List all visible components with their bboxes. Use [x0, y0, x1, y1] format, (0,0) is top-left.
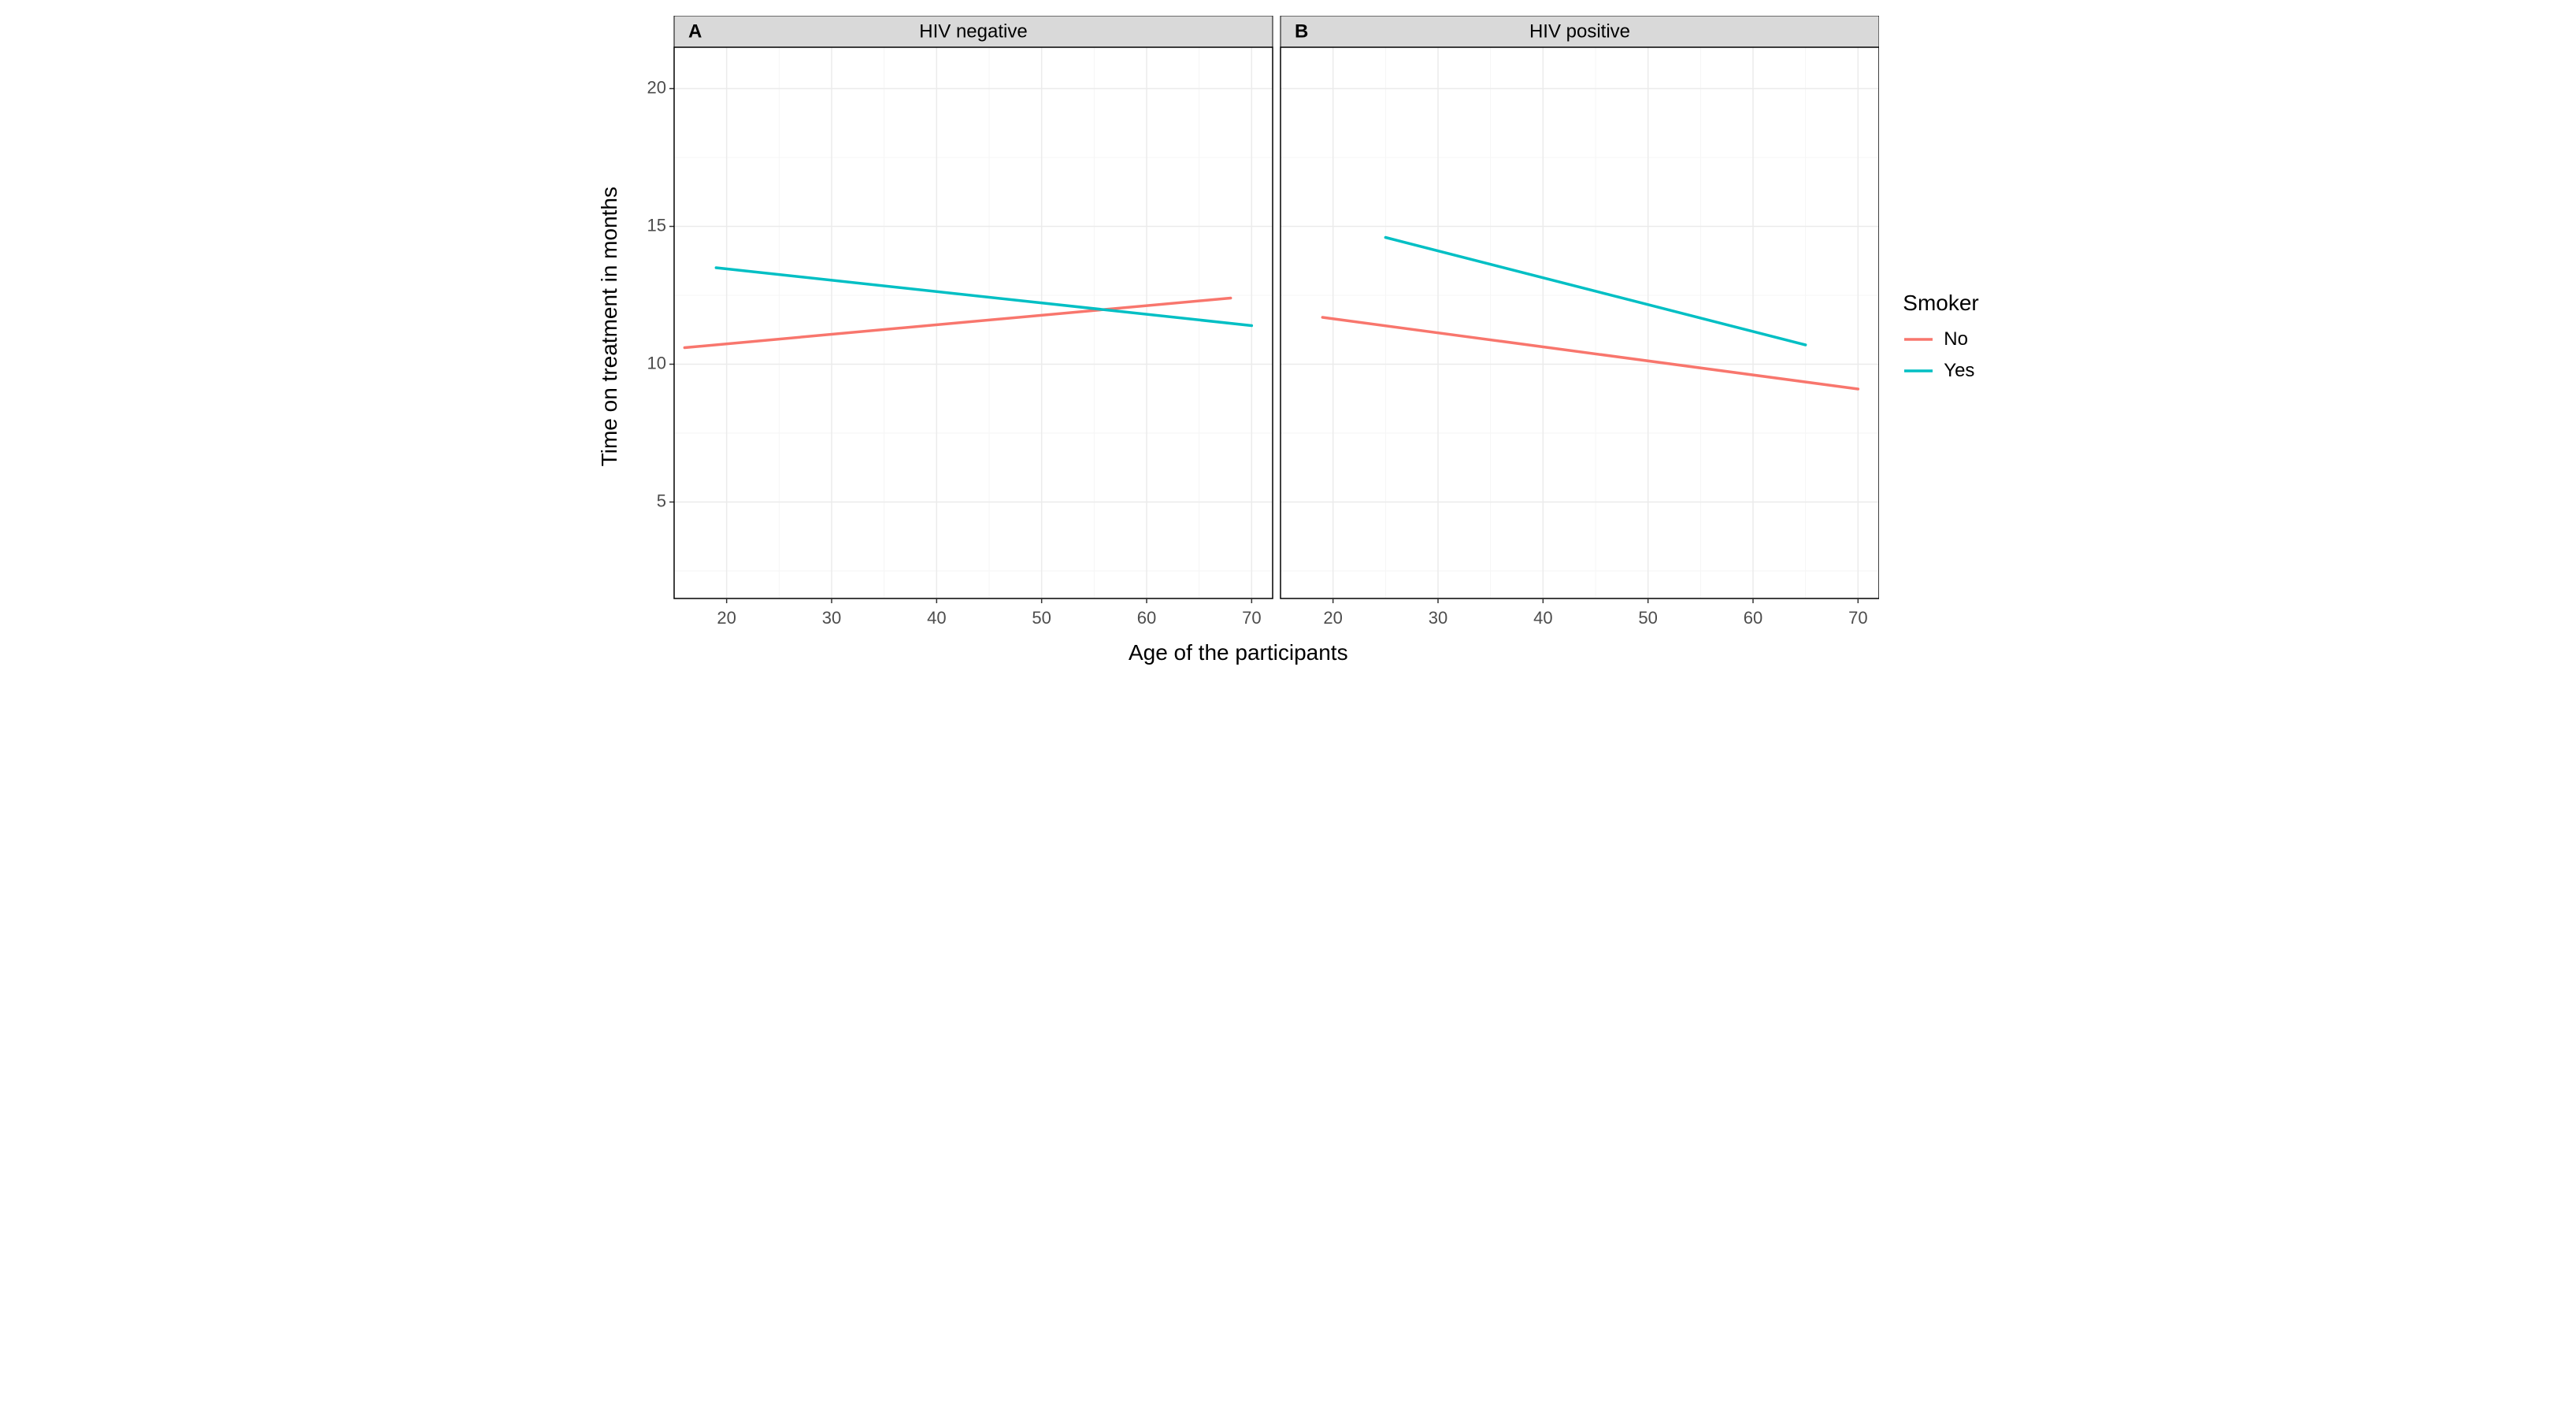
y-tick-label: 10: [647, 353, 666, 372]
y-tick-label: 15: [647, 215, 666, 235]
x-tick-label: 40: [1533, 608, 1552, 628]
facet-tag: A: [688, 21, 702, 43]
chart-block: Time on treatment in months 5 10 15 20 HIV n…: [597, 16, 1879, 665]
x-tick-label: 20: [717, 608, 736, 628]
x-tick-label: 50: [1032, 608, 1051, 628]
legend-label: Yes: [1944, 360, 1974, 382]
legend-swatch: [1903, 363, 1934, 379]
facet-panels: 5 10 15 20 HIV negative A 20 30 40 50 60 70 HIV posi…: [627, 16, 1879, 637]
panel-bg: [674, 47, 1273, 598]
legend-swatch: [1903, 332, 1934, 347]
y-axis-title: Time on treatment in months: [597, 187, 622, 466]
y-tick-label: 5: [657, 491, 666, 510]
x-axis-title: Age of the participants: [1129, 640, 1348, 665]
x-tick-label: 30: [1429, 608, 1447, 628]
facet-strip-label: HIV positive: [1529, 21, 1630, 43]
legend: Smoker No Yes: [1903, 291, 1978, 391]
facet-tag: B: [1295, 21, 1308, 43]
x-tick-label: 70: [1242, 608, 1261, 628]
x-tick-label: 60: [1744, 608, 1762, 628]
x-tick-label: 30: [822, 608, 841, 628]
chart-container: Time on treatment in months 5 10 15 20 HIV n…: [0, 0, 2576, 681]
legend-title: Smoker: [1903, 291, 1978, 316]
x-tick-label: 50: [1639, 608, 1658, 628]
x-tick-label: 40: [927, 608, 946, 628]
facet-strip-label: HIV negative: [920, 21, 1028, 43]
legend-items: No Yes: [1903, 328, 1978, 382]
legend-item: No: [1903, 328, 1978, 350]
facet-svg: 5 10 15 20 HIV negative A 20 30 40 50 60 70 HIV posi…: [627, 16, 1879, 633]
legend-label: No: [1944, 328, 1968, 350]
y-tick-label: 20: [647, 77, 666, 97]
chart-and-legend: Time on treatment in months 5 10 15 20 HIV n…: [597, 16, 1978, 665]
chart-row: Time on treatment in months 5 10 15 20 HIV n…: [597, 16, 1879, 637]
x-tick-label: 20: [1324, 608, 1343, 628]
legend-item: Yes: [1903, 360, 1978, 382]
x-tick-label: 70: [1848, 608, 1867, 628]
x-tick-label: 60: [1137, 608, 1156, 628]
